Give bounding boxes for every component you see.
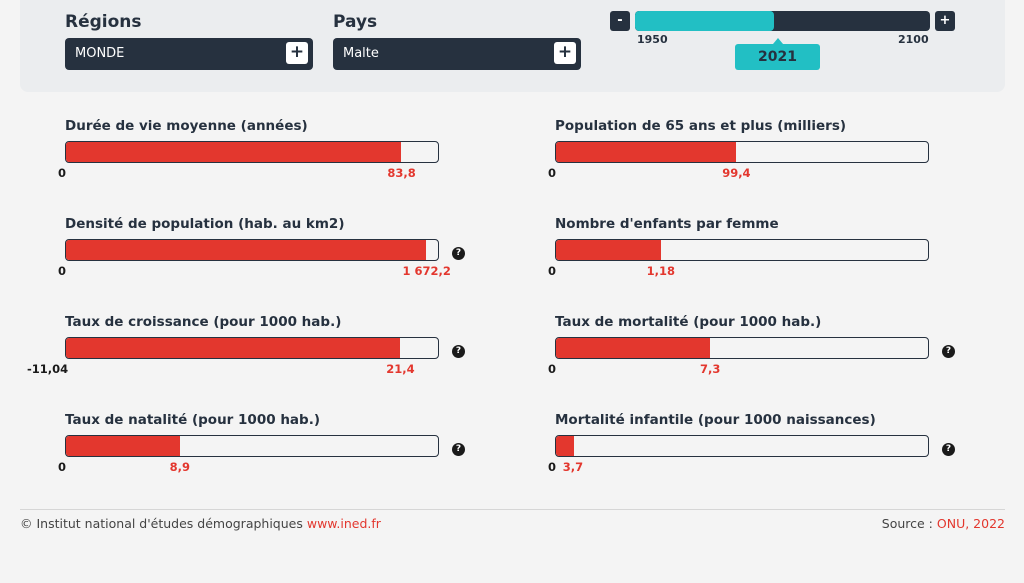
enfants-bar-fill: [556, 240, 662, 260]
densite-bar: [65, 239, 439, 261]
year-start-label: 1950: [637, 33, 668, 46]
mortalite-min-label: 0: [548, 362, 557, 376]
natalite-bar-fill: [66, 436, 181, 456]
natalite-title: Taux de natalité (pour 1000 hab.): [65, 412, 320, 428]
regions-label: Régions: [65, 12, 142, 32]
mortalite-infantile-title: Mortalité infantile (pour 1000 naissance…: [555, 412, 876, 428]
densite-min-label: 0: [58, 264, 67, 278]
natalite-value-label: 8,9: [169, 460, 190, 474]
enfants-min-label: 0: [548, 264, 557, 278]
year-slider-fill[interactable]: [635, 11, 774, 31]
croissance-min-label: -11,04: [27, 362, 69, 376]
pays-value: Malte: [343, 46, 379, 61]
pays-select[interactable]: Malte +: [333, 38, 581, 70]
pop-65-title: Population de 65 ans et plus (milliers): [555, 118, 847, 134]
pop-65-bar: [555, 141, 929, 163]
mortalite-help-icon[interactable]: ?: [942, 345, 955, 358]
year-increment-button[interactable]: +: [935, 11, 955, 31]
duree-vie-bar-fill: [66, 142, 401, 162]
mortalite-value-label: 7,3: [700, 362, 721, 376]
enfants-title: Nombre d'enfants par femme: [555, 216, 779, 232]
source-link[interactable]: ONU, 2022: [936, 516, 1005, 531]
pop-65-min-label: 0: [548, 166, 557, 180]
mortalite-infantile-min-label: 0: [548, 460, 557, 474]
duree-vie-value-label: 83,8: [387, 166, 416, 180]
croissance-value-label: 21,4: [386, 362, 415, 376]
natalite-bar: [65, 435, 439, 457]
regions-select[interactable]: MONDE +: [65, 38, 313, 70]
densite-help-icon[interactable]: ?: [452, 247, 465, 260]
pop-65-value-label: 99,4: [722, 166, 751, 180]
mortalite-bar: [555, 337, 929, 359]
croissance-title: Taux de croissance (pour 1000 hab.): [65, 314, 342, 330]
densite-value-label: 1 672,2: [402, 264, 451, 278]
croissance-bar-fill: [66, 338, 400, 358]
duree-vie-bar: [65, 141, 439, 163]
current-year-badge: 2021: [735, 38, 820, 70]
year-decrement-button[interactable]: -: [610, 11, 630, 31]
year-slider-track[interactable]: [635, 11, 930, 31]
copyright-text: © Institut national d'études démographiq…: [20, 516, 303, 531]
footer-credit: © Institut national d'études démographiq…: [20, 516, 381, 531]
croissance-bar: [65, 337, 439, 359]
mortalite-infantile-bar: [555, 435, 929, 457]
croissance-help-icon[interactable]: ?: [452, 345, 465, 358]
enfants-bar: [555, 239, 929, 261]
mortalite-infantile-help-icon[interactable]: ?: [942, 443, 955, 456]
source-label: Source :: [881, 516, 933, 531]
ined-link[interactable]: www.ined.fr: [306, 516, 381, 531]
pop-65-bar-fill: [556, 142, 737, 162]
pays-label: Pays: [333, 12, 378, 32]
natalite-help-icon[interactable]: ?: [452, 443, 465, 456]
regions-value: MONDE: [75, 46, 125, 61]
pays-add-button[interactable]: +: [554, 42, 576, 64]
regions-add-button[interactable]: +: [286, 42, 308, 64]
footer-divider: [20, 509, 1005, 510]
duree-vie-min-label: 0: [58, 166, 67, 180]
natalite-min-label: 0: [58, 460, 67, 474]
enfants-value-label: 1,18: [646, 264, 676, 278]
densite-title: Densité de population (hab. au km2): [65, 216, 345, 232]
duree-vie-title: Durée de vie moyenne (années): [65, 118, 308, 134]
year-end-label: 2100: [898, 33, 929, 46]
mortalite-infantile-value-label: 3,7: [562, 460, 584, 474]
mortalite-title: Taux de mortalité (pour 1000 hab.): [555, 314, 822, 330]
footer-source: Source : ONU, 2022: [882, 516, 1005, 531]
mortalite-infantile-bar-fill: [556, 436, 574, 456]
densite-bar-fill: [66, 240, 426, 260]
mortalite-bar-fill: [556, 338, 711, 358]
